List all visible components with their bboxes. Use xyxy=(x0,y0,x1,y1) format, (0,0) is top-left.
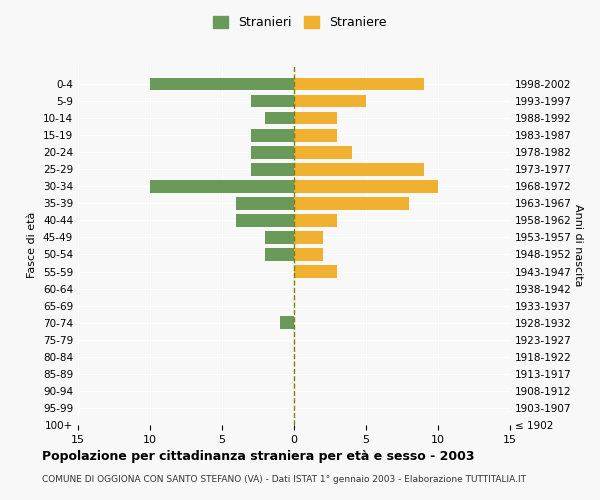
Bar xyxy=(265,112,294,124)
Legend: Stranieri, Straniere: Stranieri, Straniere xyxy=(208,11,392,34)
Bar xyxy=(280,316,294,329)
Bar xyxy=(150,180,294,192)
Bar xyxy=(294,265,337,278)
Bar xyxy=(251,146,294,158)
Bar xyxy=(294,163,424,175)
Bar xyxy=(294,180,438,192)
Text: COMUNE DI OGGIONA CON SANTO STEFANO (VA) - Dati ISTAT 1° gennaio 2003 - Elaboraz: COMUNE DI OGGIONA CON SANTO STEFANO (VA)… xyxy=(42,475,526,484)
Bar xyxy=(294,197,409,209)
Bar xyxy=(251,94,294,108)
Bar xyxy=(236,214,294,227)
Bar xyxy=(294,78,424,90)
Bar xyxy=(236,197,294,209)
Bar xyxy=(294,214,337,227)
Bar xyxy=(294,146,352,158)
Bar xyxy=(265,248,294,261)
Y-axis label: Anni di nascita: Anni di nascita xyxy=(573,204,583,286)
Bar xyxy=(294,94,366,108)
Bar xyxy=(265,231,294,244)
Bar xyxy=(251,128,294,141)
Bar xyxy=(150,78,294,90)
Bar xyxy=(294,231,323,244)
Bar xyxy=(294,128,337,141)
Bar xyxy=(251,163,294,175)
Bar xyxy=(294,112,337,124)
Y-axis label: Fasce di età: Fasce di età xyxy=(28,212,37,278)
Bar xyxy=(294,248,323,261)
Text: Popolazione per cittadinanza straniera per età e sesso - 2003: Popolazione per cittadinanza straniera p… xyxy=(42,450,475,463)
